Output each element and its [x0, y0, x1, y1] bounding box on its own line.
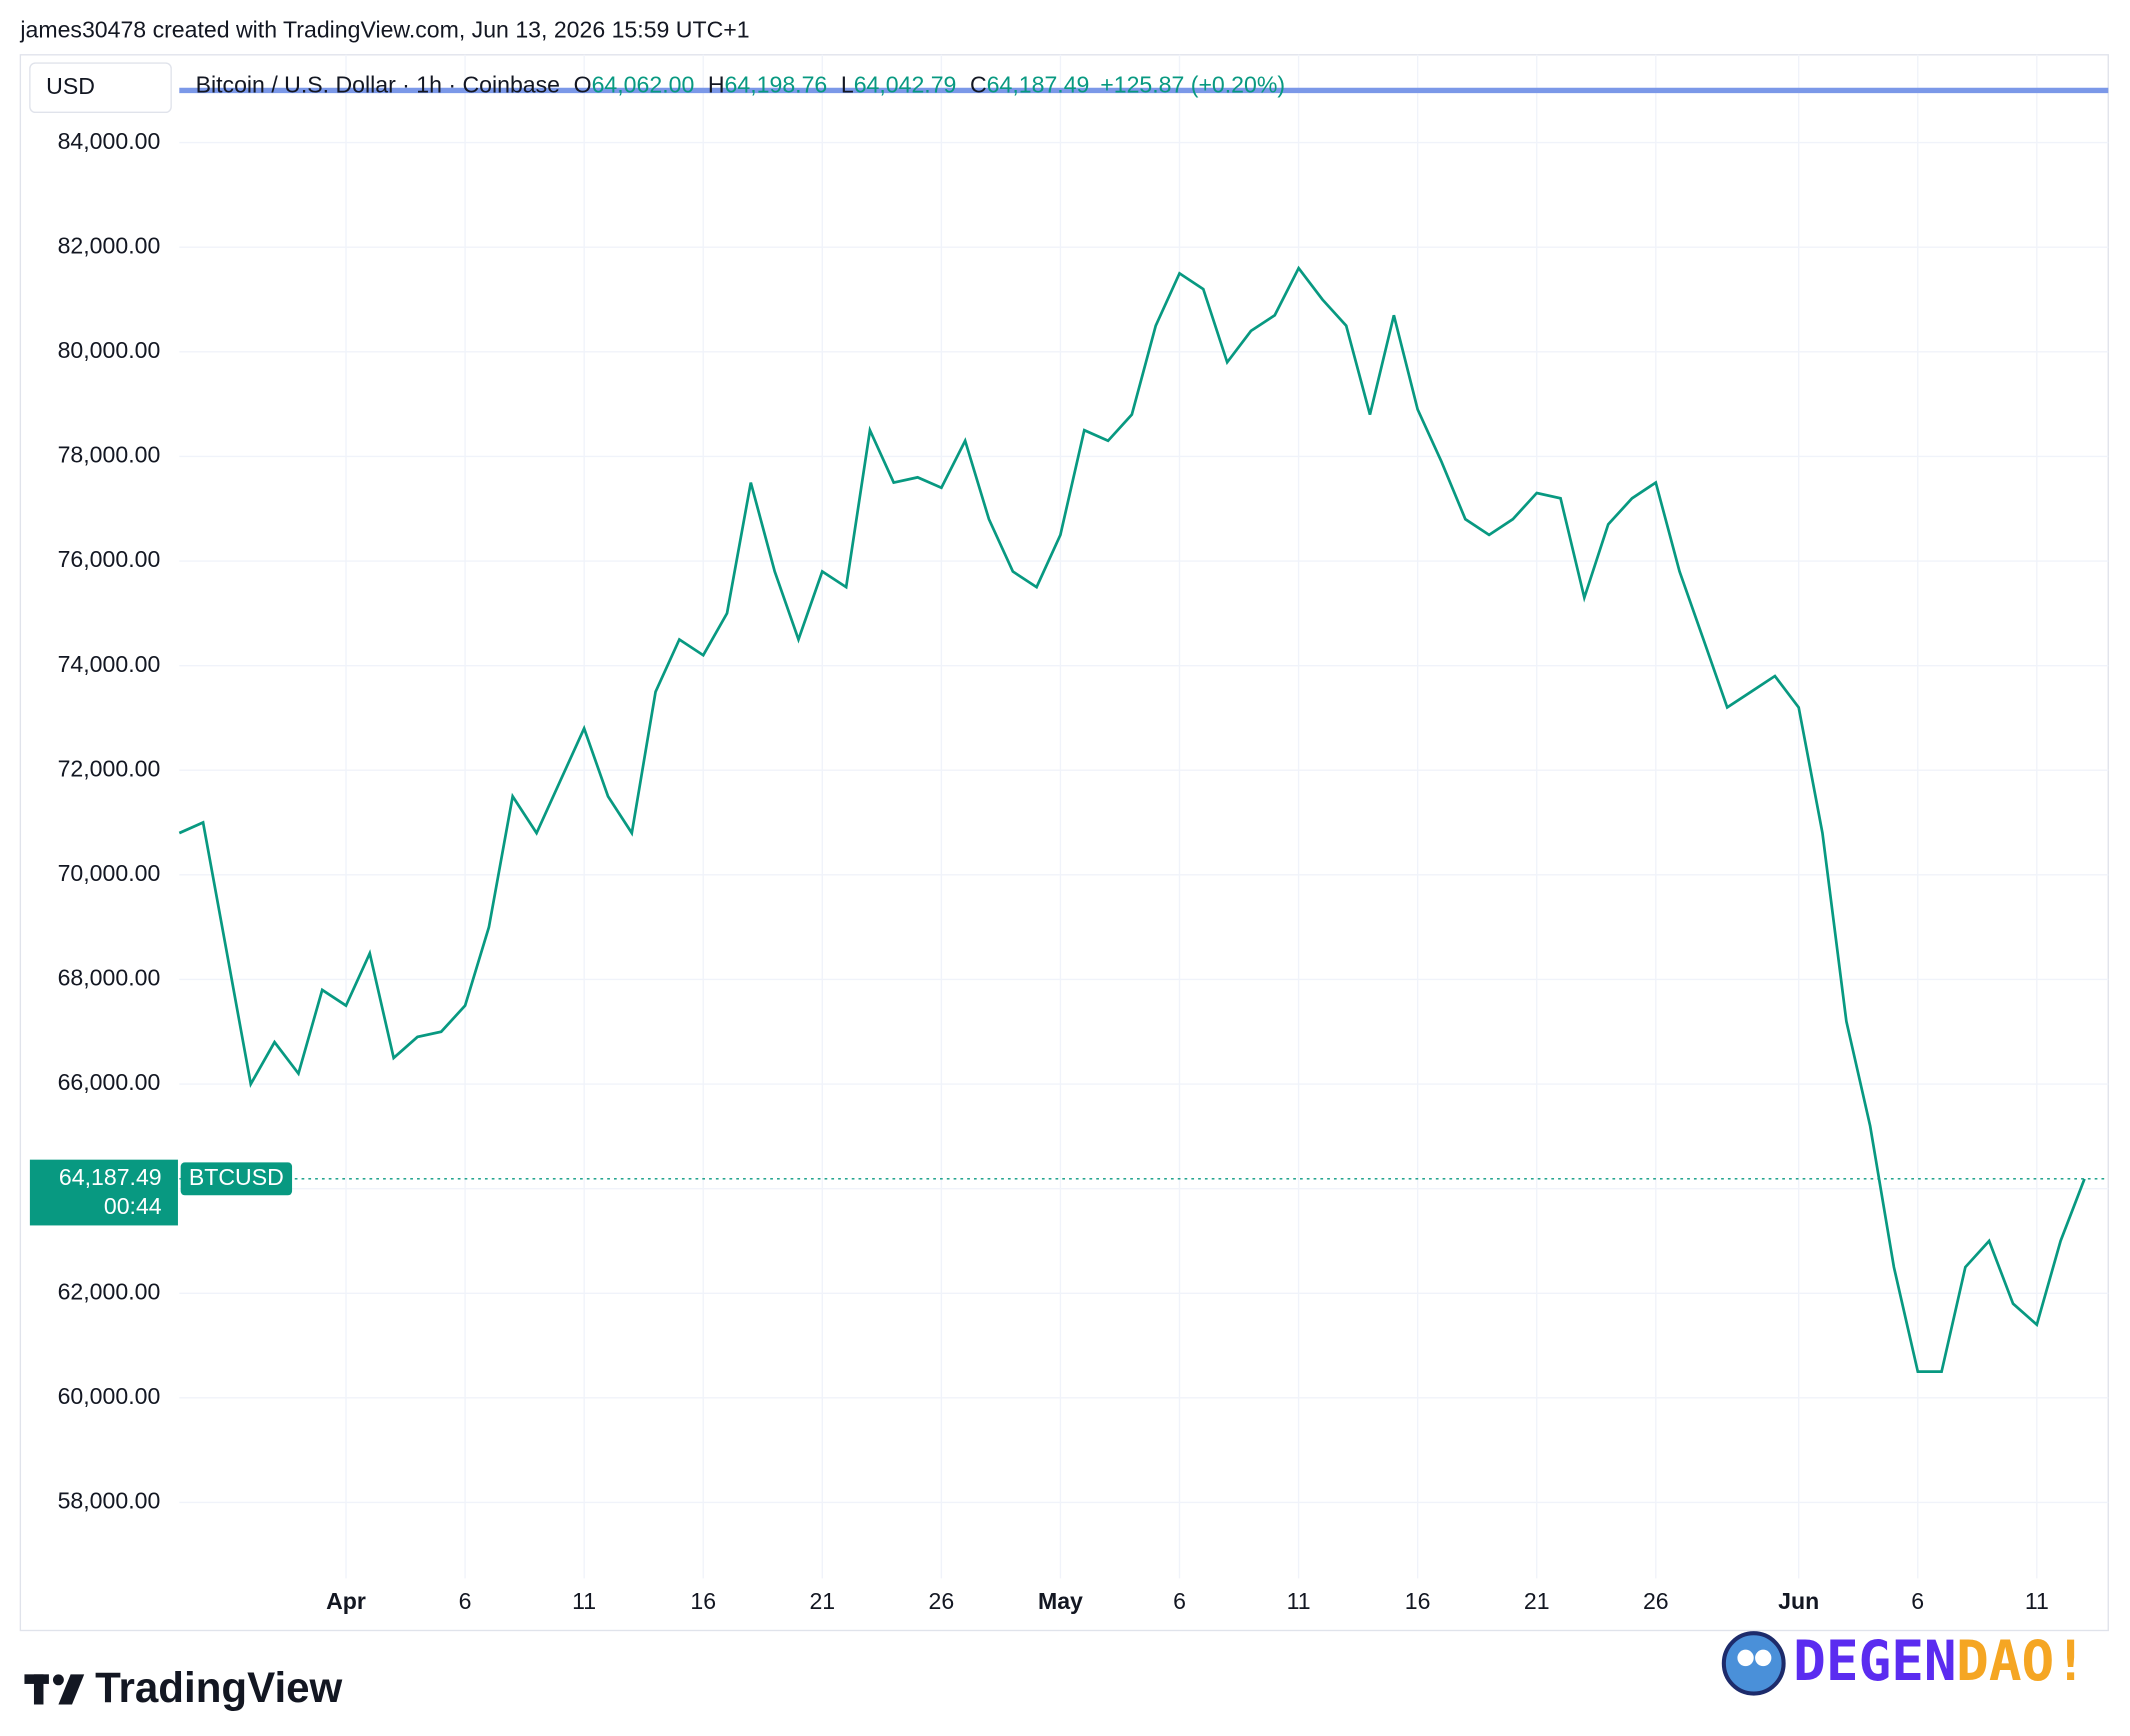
grid: 58,000.0060,000.0062,000.0064,000.0066,0… [58, 54, 2109, 1614]
ohlc-value: 64,187.49 [987, 71, 1090, 97]
plot [178, 265, 2086, 1374]
y-tick-label: 74,000.00 [58, 651, 161, 677]
x-tick-label: 11 [572, 1588, 596, 1614]
currency-box [29, 62, 172, 114]
price-tag: 64,187.49 00:44 BTCUSD [29, 1159, 2109, 1226]
frame [19, 54, 2109, 1632]
ticker-box [180, 1162, 293, 1196]
x-tick-label: Apr [326, 1588, 366, 1614]
price-line [178, 265, 2086, 1374]
x-tick-label: 6 [1173, 1588, 1186, 1614]
tradingview-brand: TradingView [95, 1664, 342, 1711]
x-tick-label: Jun [1778, 1588, 1819, 1614]
degendao-watermark: DEGEN DAO! [1721, 1629, 2087, 1696]
avatar-eye [1755, 1649, 1772, 1667]
ticker: BTCUSD [189, 1164, 284, 1190]
countdown: 00:44 [104, 1193, 162, 1219]
y-tick-label: 80,000.00 [58, 337, 161, 363]
last-price-label: 64,187.49 [59, 1164, 162, 1190]
ohlc-key: C [970, 71, 987, 97]
x-tick-label: 6 [459, 1588, 472, 1614]
ohlc-key: H [708, 71, 725, 97]
x-tick-label: 16 [690, 1588, 716, 1614]
y-tick-label: 76,000.00 [58, 546, 161, 572]
x-tick-label: 6 [1911, 1588, 1924, 1614]
ohlc-key: O [574, 71, 592, 97]
x-tick-label: 21 [1524, 1588, 1550, 1614]
degen-text: DEGEN [1793, 1629, 1957, 1693]
x-tick-label: May [1038, 1588, 1083, 1614]
x-tick-label: 11 [2025, 1588, 2049, 1614]
symbol-legend: Bitcoin / U.S. Dollar · 1h · Coinbase O64… [196, 71, 1285, 97]
y-tick-label: 72,000.00 [58, 755, 161, 781]
y-tick-label: 84,000.00 [58, 128, 161, 154]
avatar-eye [1737, 1649, 1754, 1667]
x-tick-label: 16 [1405, 1588, 1431, 1614]
logo-shape [58, 1674, 85, 1705]
price-tag-box [29, 1159, 178, 1226]
currency: USD [46, 73, 95, 99]
x-tick-label: 26 [929, 1588, 955, 1614]
ohlc-value: 64,198.76 [725, 71, 828, 97]
y-tick-label: 66,000.00 [58, 1069, 161, 1095]
ohlc-value: 64,062.00 [592, 71, 695, 97]
dao-text: DAO! [1956, 1629, 2087, 1693]
x-tick-label: 21 [809, 1588, 835, 1614]
y-tick-label: 68,000.00 [58, 965, 161, 991]
y-tick-label: 78,000.00 [58, 441, 161, 467]
logo-shape [52, 1674, 64, 1686]
y-tick-label: 60,000.00 [58, 1383, 161, 1409]
ohlc-value: 64,042.79 [854, 71, 957, 97]
avatar [1721, 1631, 1786, 1696]
y-tick-label: 62,000.00 [58, 1278, 161, 1304]
tradingview-logo: TradingView [24, 1664, 342, 1711]
logo-shape [33, 1674, 44, 1705]
y-tick-label: 82,000.00 [58, 232, 161, 258]
ohlc-key: L [841, 71, 854, 97]
symbol: Bitcoin / U.S. Dollar · 1h · Coinbase [196, 71, 560, 97]
y-tick-label: 70,000.00 [58, 860, 161, 886]
attribution: james30478 created with TradingView.com,… [19, 17, 749, 43]
x-tick-label: 11 [1287, 1588, 1311, 1614]
change: +125.87 (+0.20%) [1100, 71, 1285, 97]
y-tick-label: 58,000.00 [58, 1488, 161, 1514]
x-tick-label: 26 [1643, 1588, 1669, 1614]
